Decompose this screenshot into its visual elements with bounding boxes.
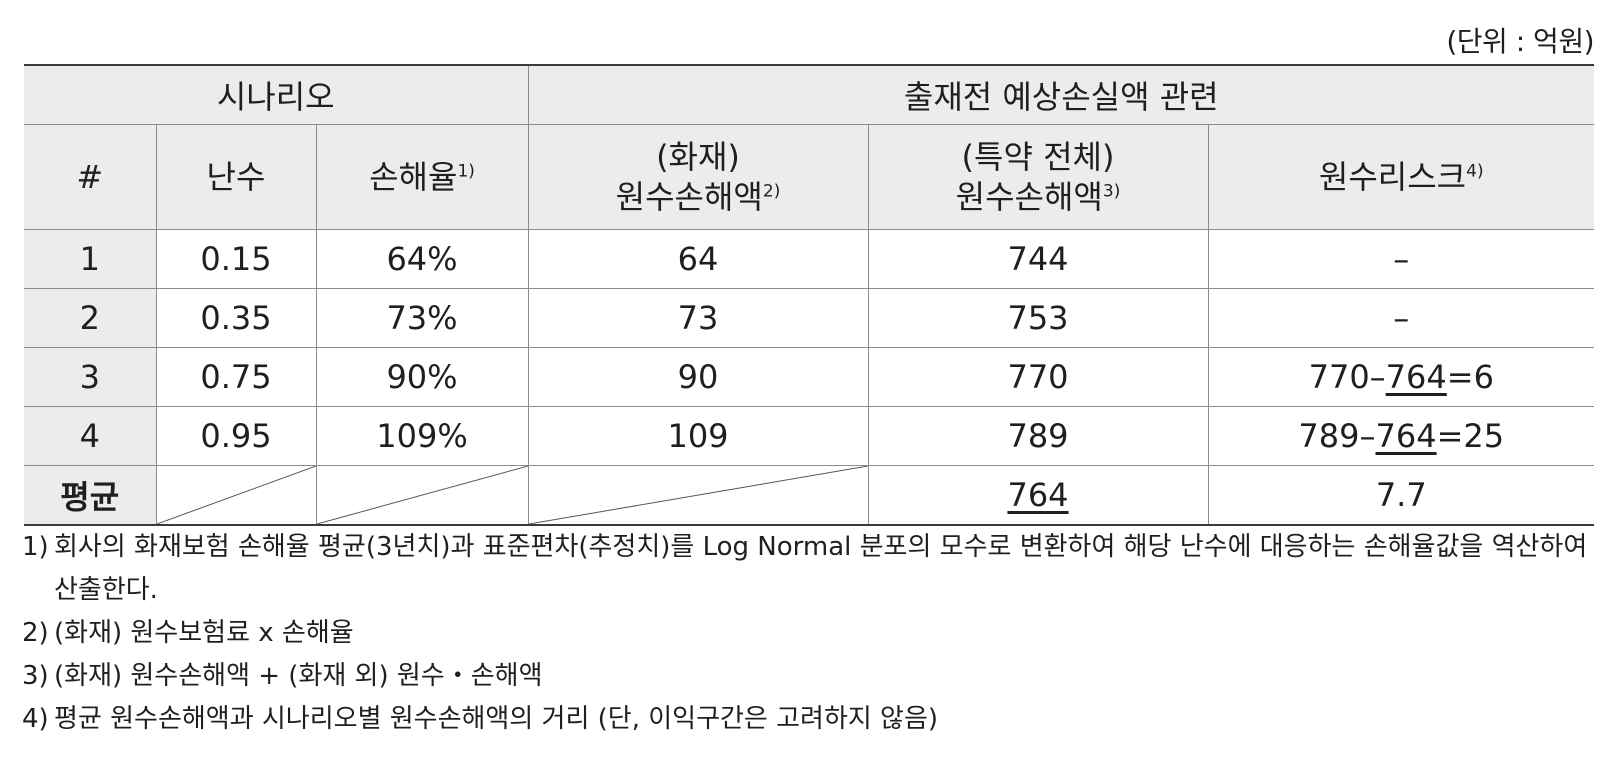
footnote: 2) (화재) 원수보험료 x 손해율 bbox=[22, 612, 1592, 655]
unit-label: (단위 : 억원) bbox=[1446, 25, 1594, 58]
scenario-table: 시나리오 출재전 예상손실액 관련 # 난수 손해율1) (화재) 원수손해액2… bbox=[24, 64, 1595, 526]
footnotes: 1) 회사의 화재보험 손해율 평균(3년치)과 표준편차(추정치)를 Log N… bbox=[22, 526, 1592, 741]
total-loss-cell: 753 bbox=[867, 288, 1209, 348]
risk-cell: 789–764=25 bbox=[1207, 406, 1595, 466]
footnote-text: (화재) 원수손해액 + (화재 외) 원수・손해액 bbox=[54, 661, 543, 691]
risk-cell: – bbox=[1207, 288, 1595, 348]
total-loss-header: (특약 전체) 원수손해액3) bbox=[867, 124, 1209, 230]
row-index: 4 bbox=[24, 406, 157, 466]
average-risk: 7.7 bbox=[1207, 465, 1595, 526]
random-cell: 0.15 bbox=[155, 229, 317, 289]
random-cell: 0.75 bbox=[155, 347, 317, 407]
random-cell: 0.35 bbox=[155, 288, 317, 348]
table-row: 1 0.15 64% 64 744 – bbox=[24, 229, 1595, 289]
footnote: 4) 평균 원수손해액과 시나리오별 원수손해액의 거리 (단, 이익구간은 고려… bbox=[22, 698, 1592, 741]
row-index: 3 bbox=[24, 347, 157, 407]
fire-loss-header: (화재) 원수손해액2) bbox=[527, 124, 869, 230]
random-header: 난수 bbox=[155, 124, 317, 230]
loss-ratio-cell: 73% bbox=[315, 288, 529, 348]
empty-slash-cell bbox=[155, 465, 317, 526]
average-total-loss-value: 764 bbox=[1007, 476, 1069, 514]
footnote-number: 2) bbox=[22, 618, 49, 648]
footnote-ref-3: 3) bbox=[1102, 181, 1121, 202]
fire-loss-header-line1: (화재) bbox=[656, 138, 740, 176]
column-header-row: # 난수 손해율1) (화재) 원수손해액2) (특약 전체) 원수손해액3) … bbox=[24, 124, 1595, 230]
footnote: 1) 회사의 화재보험 손해율 평균(3년치)과 표준편차(추정치)를 Log N… bbox=[22, 526, 1592, 612]
loss-ratio-cell: 109% bbox=[315, 406, 529, 466]
risk-average-ref: 764 bbox=[1375, 417, 1437, 455]
risk-cell: 770–764=6 bbox=[1207, 347, 1595, 407]
average-total-loss: 764 bbox=[867, 465, 1209, 526]
risk-result: =25 bbox=[1436, 417, 1505, 455]
fire-loss-cell: 73 bbox=[527, 288, 869, 348]
total-loss-header-line2: 원수손해액 bbox=[955, 178, 1103, 216]
group-header-row: 시나리오 출재전 예상손실액 관련 bbox=[24, 64, 1595, 125]
risk-average-ref: 764 bbox=[1385, 358, 1447, 396]
footnote-ref-2: 2) bbox=[762, 181, 781, 202]
footnote-text: 평균 원수손해액과 시나리오별 원수손해액의 거리 (단, 이익구간은 고려하지… bbox=[54, 704, 939, 734]
loss-ratio-header-label: 손해율 bbox=[369, 158, 458, 196]
risk-minuend: 789– bbox=[1298, 417, 1376, 455]
footnote-text: (화재) 원수보험료 x 손해율 bbox=[54, 618, 354, 648]
risk-header: 원수리스크4) bbox=[1207, 124, 1595, 230]
footnote-text: 회사의 화재보험 손해율 평균(3년치)과 표준편차(추정치)를 Log Nor… bbox=[54, 532, 1588, 605]
fire-loss-header-line2: 원수손해액 bbox=[615, 178, 763, 216]
average-row: 평균 764 7.7 bbox=[24, 465, 1595, 526]
total-loss-cell: 744 bbox=[867, 229, 1209, 289]
empty-slash-cell bbox=[527, 465, 869, 526]
table-row: 4 0.95 109% 109 789 789–764=25 bbox=[24, 406, 1595, 466]
empty-slash-cell bbox=[315, 465, 529, 526]
loss-ratio-cell: 90% bbox=[315, 347, 529, 407]
scenario-group-header: 시나리오 bbox=[24, 64, 529, 125]
total-loss-cell: 770 bbox=[867, 347, 1209, 407]
table-row: 2 0.35 73% 73 753 – bbox=[24, 288, 1595, 348]
row-index: 1 bbox=[24, 229, 157, 289]
fire-loss-cell: 109 bbox=[527, 406, 869, 466]
fire-loss-cell: 64 bbox=[527, 229, 869, 289]
index-header: # bbox=[24, 124, 157, 230]
footnote-number: 1) bbox=[22, 532, 49, 562]
risk-cell: – bbox=[1207, 229, 1595, 289]
row-index: 2 bbox=[24, 288, 157, 348]
footnote-ref-4: 4) bbox=[1466, 161, 1484, 182]
total-loss-header-line1: (특약 전체) bbox=[961, 138, 1115, 176]
loss-group-header: 출재전 예상손실액 관련 bbox=[527, 64, 1595, 125]
total-loss-cell: 789 bbox=[867, 406, 1209, 466]
fire-loss-cell: 90 bbox=[527, 347, 869, 407]
footnote-number: 4) bbox=[22, 704, 49, 734]
loss-ratio-cell: 64% bbox=[315, 229, 529, 289]
risk-header-label: 원수리스크 bbox=[1318, 158, 1467, 196]
footnote-ref-1: 1) bbox=[457, 161, 475, 182]
footnote-number: 3) bbox=[22, 661, 49, 691]
risk-minuend: 770– bbox=[1308, 358, 1386, 396]
random-cell: 0.95 bbox=[155, 406, 317, 466]
table-row: 3 0.75 90% 90 770 770–764=6 bbox=[24, 347, 1595, 407]
footnote: 3) (화재) 원수손해액 + (화재 외) 원수・손해액 bbox=[22, 655, 1592, 698]
loss-ratio-header: 손해율1) bbox=[315, 124, 529, 230]
average-label: 평균 bbox=[24, 465, 157, 526]
risk-result: =6 bbox=[1446, 358, 1494, 396]
